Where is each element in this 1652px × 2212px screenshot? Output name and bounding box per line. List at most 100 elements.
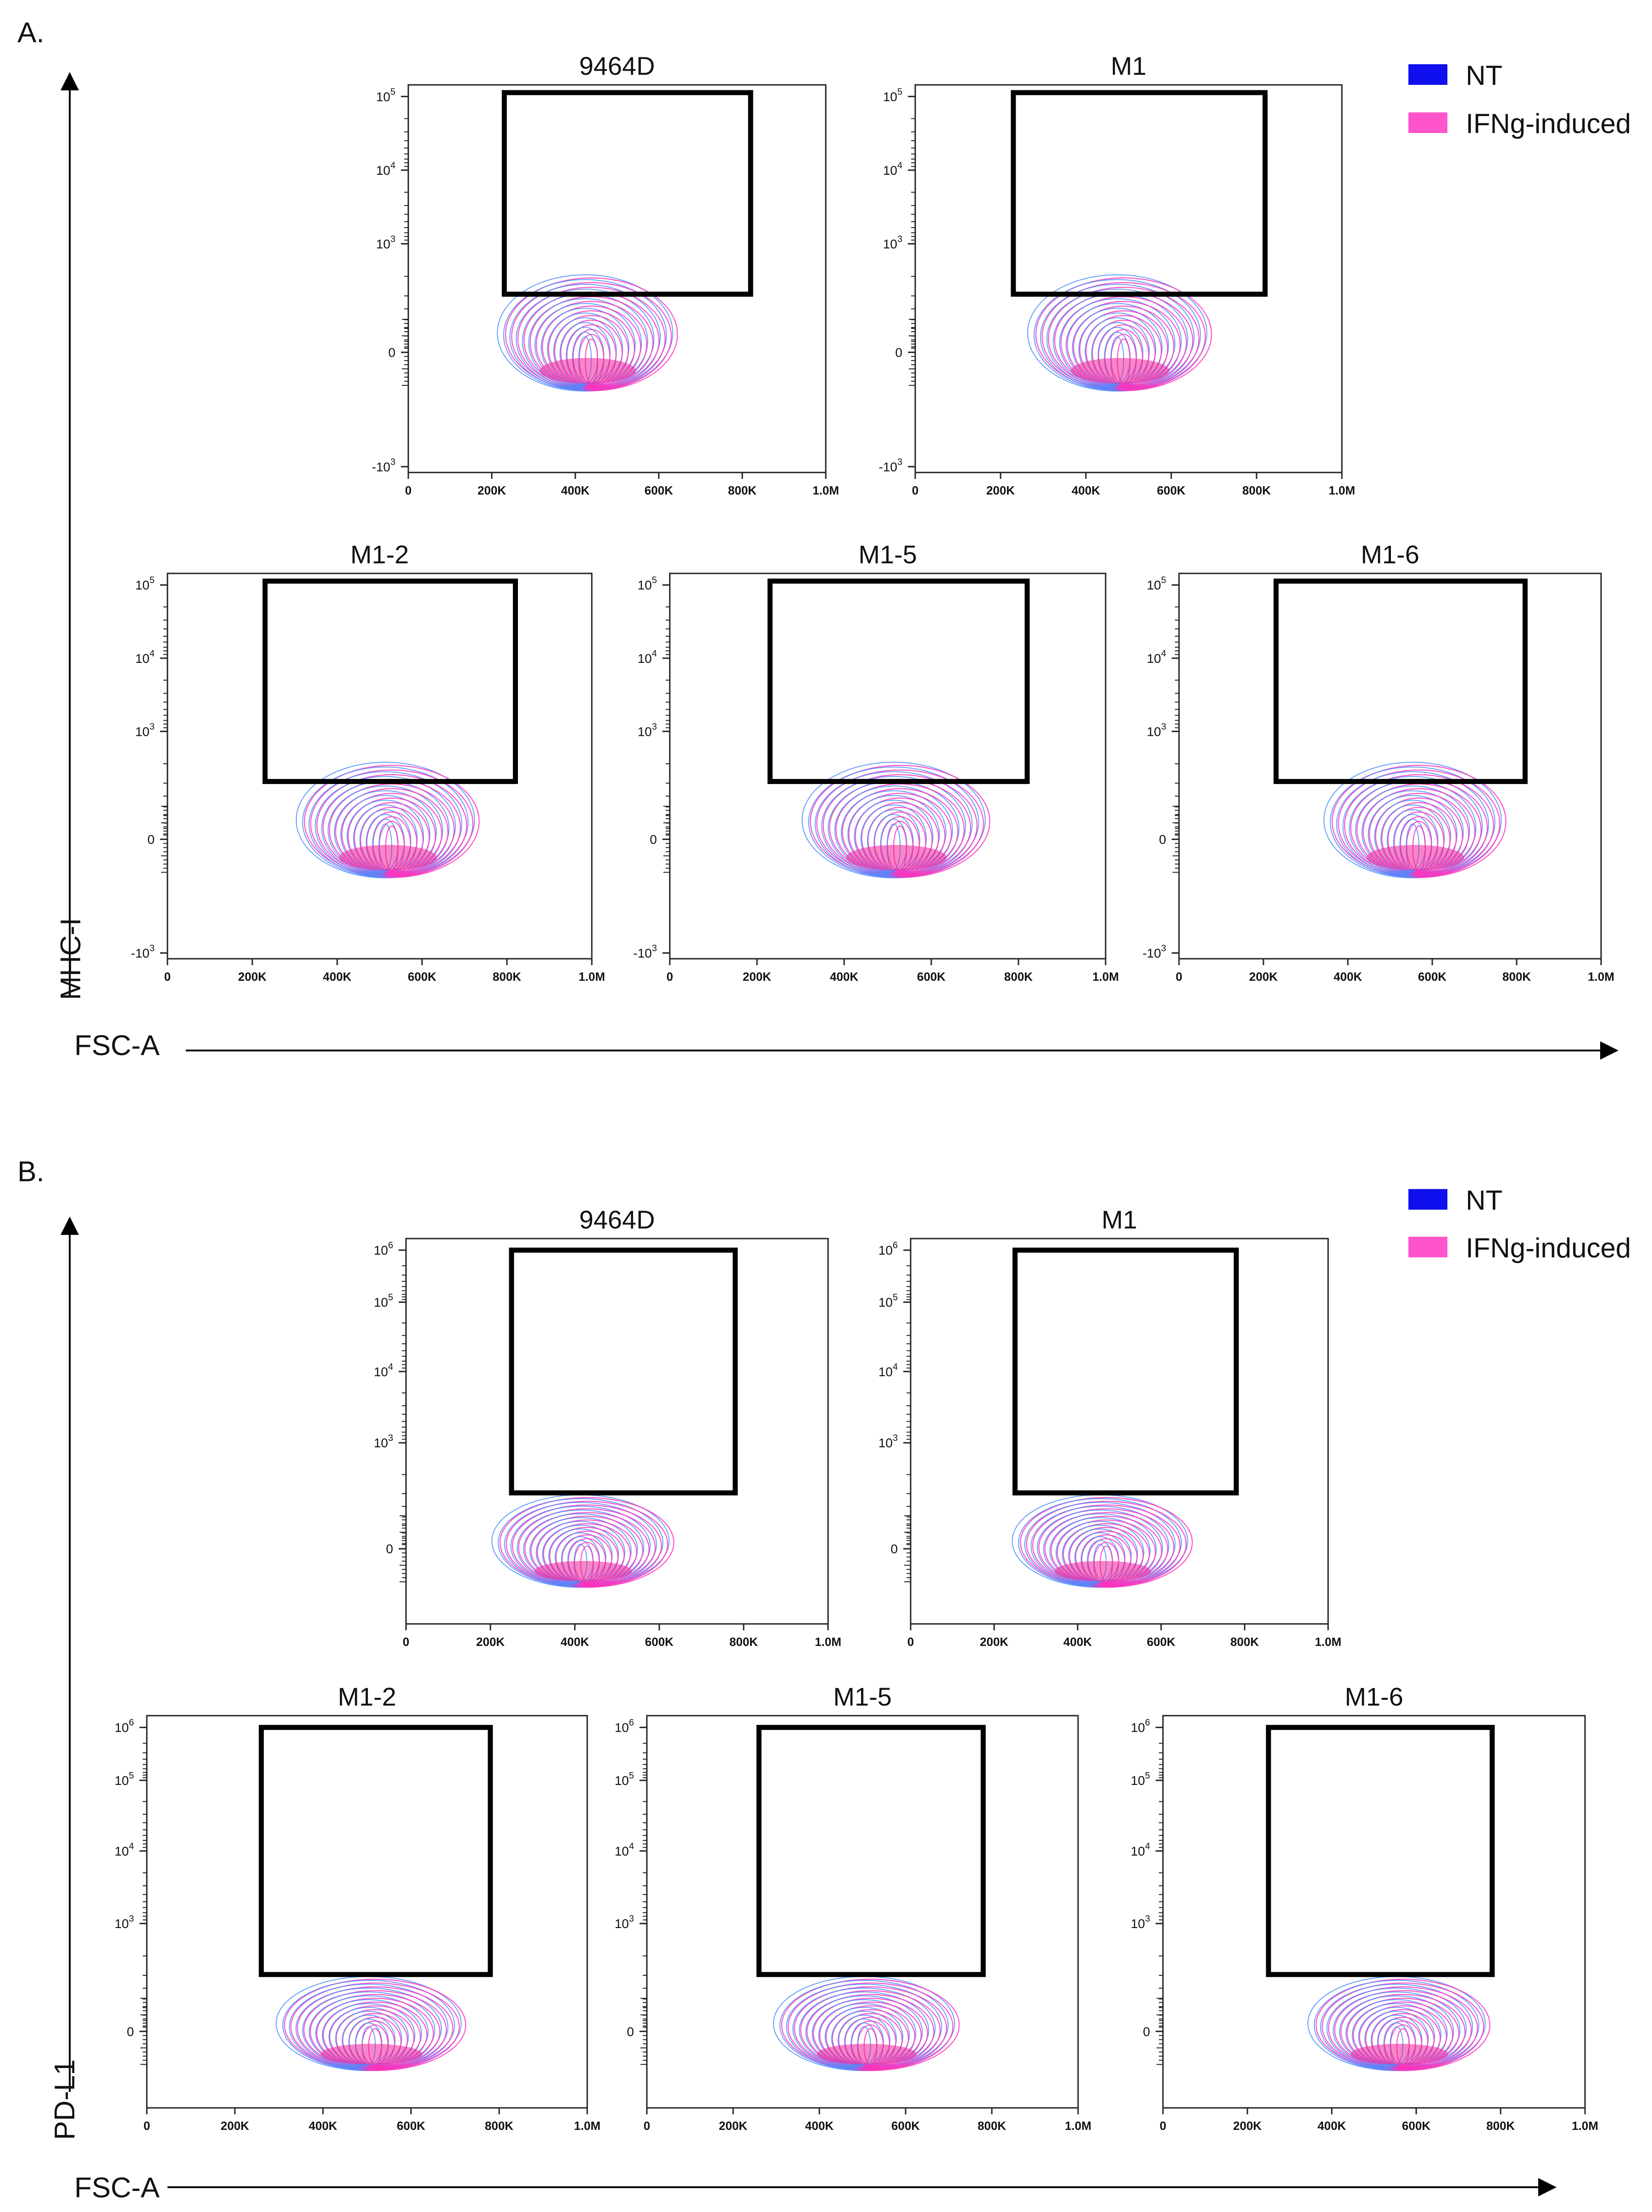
x-tick-label: 1.0M xyxy=(578,970,605,984)
y-tick-exponent: 6 xyxy=(388,1240,393,1251)
x-tick-label: 200K xyxy=(476,1635,505,1649)
legend-a-swatch-nt xyxy=(1408,64,1447,85)
contour-ifng xyxy=(535,300,647,389)
y-tick-label: 105 xyxy=(879,1293,898,1310)
y-tick-exponent: 3 xyxy=(1161,722,1166,732)
contour-ifng xyxy=(548,310,635,388)
panel-a-x-axis-title: FSC-A xyxy=(74,1030,160,1062)
contour-core xyxy=(846,845,947,871)
contour-ifng xyxy=(861,802,939,874)
x-tick-label: 600K xyxy=(891,2119,920,2133)
x-tick-label: 200K xyxy=(743,970,771,984)
y-tick-label: 0 xyxy=(1143,2024,1150,2039)
gate-box xyxy=(259,1725,493,1977)
plot-title: M1-2 xyxy=(338,1682,396,1711)
contour-ifng xyxy=(1363,788,1476,876)
y-tick-label: 105 xyxy=(115,1771,134,1788)
contour-population xyxy=(1307,1976,1491,2071)
y-tick-label: 104 xyxy=(615,1841,634,1858)
x-tick-label: 200K xyxy=(719,2119,747,2133)
y-tick-exponent: 5 xyxy=(897,87,902,97)
plot-title: M1 xyxy=(1101,1205,1137,1234)
y-tick-label: 0 xyxy=(127,2024,134,2039)
y-tick-label: -103 xyxy=(131,943,155,960)
contour-ifng xyxy=(1091,319,1156,387)
legend-b-label-ifng: IFNg-induced xyxy=(1466,1233,1631,1263)
contour-ifng xyxy=(823,774,978,877)
x-tick-label: 400K xyxy=(323,970,351,984)
contour-ifng xyxy=(1085,315,1162,387)
x-tick-label: 600K xyxy=(1147,1635,1175,1649)
x-tick-label: 800K xyxy=(1242,484,1271,497)
x-tick-label: 400K xyxy=(1072,484,1100,497)
y-tick-exponent: 6 xyxy=(1145,1718,1150,1728)
contour-ifng xyxy=(1344,774,1494,877)
y-tick-exponent: 4 xyxy=(1145,1841,1150,1851)
y-tick-label: 0 xyxy=(627,2024,634,2039)
panel-b-label: B. xyxy=(17,1156,44,1188)
x-tick-label: 200K xyxy=(238,970,267,984)
x-tick-label: 600K xyxy=(645,484,673,497)
y-tick-exponent: 5 xyxy=(629,1771,634,1781)
x-tick-label: 800K xyxy=(1502,970,1531,984)
y-tick-label: 104 xyxy=(115,1841,134,1858)
y-tick-label: 105 xyxy=(376,87,395,104)
y-tick-exponent: 3 xyxy=(1161,943,1166,953)
x-tick-label: 200K xyxy=(986,484,1015,497)
x-tick-label: 0 xyxy=(1160,2119,1166,2133)
y-tick-label: 105 xyxy=(638,575,657,592)
x-tick-label: 0 xyxy=(403,1635,409,1649)
x-tick-label: 0 xyxy=(1176,970,1182,984)
plot-a-5: M1-6 0 200K 400K 600K 800K 1.0M 105 104 103 0 -103 xyxy=(1142,540,1614,984)
x-tick-label: 600K xyxy=(1402,2119,1430,2133)
contour-ifng xyxy=(542,306,641,388)
y-tick-label: 103 xyxy=(376,234,395,251)
gate-box xyxy=(1011,90,1268,297)
x-tick-label: 1.0M xyxy=(1092,970,1119,984)
x-tick-label: 400K xyxy=(1318,2119,1346,2133)
x-tick-label: 1.0M xyxy=(815,1635,841,1649)
contour-ifng xyxy=(855,797,946,874)
plot-b-5: M1-6 0 200K 400K 600K 800K 1.0M 106 105 104 103 0 xyxy=(1131,1682,1598,2133)
x-tick-label: 400K xyxy=(561,1635,589,1649)
y-tick-exponent: 6 xyxy=(893,1240,898,1251)
contour-ifng xyxy=(1387,806,1451,873)
y-tick-label: 104 xyxy=(1147,649,1166,666)
y-tick-label: 105 xyxy=(1131,1771,1150,1788)
y-tick-exponent: 3 xyxy=(390,234,395,244)
x-tick-label: 400K xyxy=(309,2119,337,2133)
x-tick-label: 400K xyxy=(1063,1635,1092,1649)
x-tick-label: 0 xyxy=(907,1635,914,1649)
legend-b: NT IFNg-induced xyxy=(1408,1185,1631,1263)
plot-frame xyxy=(146,1715,588,2109)
contour-core xyxy=(540,358,636,384)
y-tick-exponent: 3 xyxy=(388,1433,393,1443)
gate-box xyxy=(768,578,1030,784)
legend-a: NT IFNg-induced xyxy=(1408,60,1631,139)
x-tick-label: 0 xyxy=(164,970,171,984)
y-tick-label: 0 xyxy=(1159,833,1166,847)
y-tick-label: -103 xyxy=(1142,943,1166,960)
contour-nt xyxy=(497,274,673,392)
contour-ifng xyxy=(554,315,629,387)
contour-core xyxy=(1350,2044,1448,2065)
y-tick-exponent: 3 xyxy=(652,722,657,732)
y-tick-exponent: 4 xyxy=(652,649,657,659)
x-tick-label: 0 xyxy=(405,484,412,497)
gate-box xyxy=(501,90,753,297)
contour-population xyxy=(773,1976,960,2071)
panel-a-label: A. xyxy=(17,17,44,49)
x-tick-label: 400K xyxy=(805,2119,834,2133)
y-tick-exponent: 4 xyxy=(1161,649,1166,659)
plot-frame xyxy=(914,84,1343,473)
y-tick-exponent: 5 xyxy=(129,1771,134,1781)
plot-frame xyxy=(910,1238,1329,1625)
x-tick-label: 800K xyxy=(978,2119,1006,2133)
legend-a-swatch-ifng xyxy=(1408,112,1447,133)
contour-nt xyxy=(295,761,475,878)
plot-a-4: M1-5 0 200K 400K 600K 800K 1.0M 105 104 103 0 -103 xyxy=(633,540,1119,984)
x-tick-label: 800K xyxy=(493,970,521,984)
contour-population xyxy=(491,1494,674,1588)
y-tick-exponent: 6 xyxy=(129,1718,134,1728)
